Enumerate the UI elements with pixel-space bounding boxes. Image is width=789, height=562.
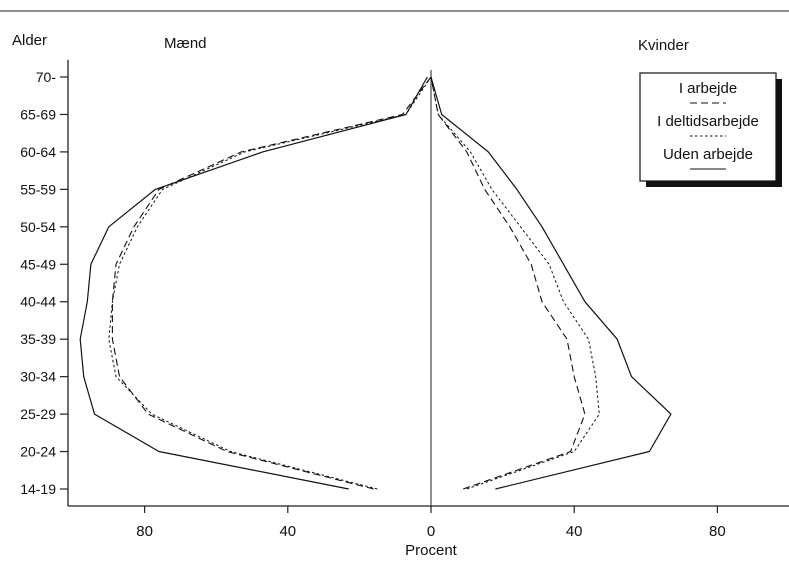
legend-box [639,72,777,182]
y-tick-label: 20-24 [20,444,56,460]
x-tick-label: 40 [279,523,296,540]
x-tick-label: 80 [136,523,153,540]
i-arbejde-men-line [111,76,432,490]
legend: I arbejde I deltidsarbejde Uden arbejde [639,72,782,187]
women-label: Kvinder [638,37,689,54]
x-tick-label: 0 [427,523,435,540]
y-axis-title: Alder [12,32,47,49]
series-lines [79,76,672,490]
y-tick-label: 55-59 [20,181,56,197]
legend-label-uden-arbejde: Uden arbejde [663,146,753,163]
x-tick-label: 40 [566,523,583,540]
legend-items: I arbejde I deltidsarbejde Uden arbejde [657,80,759,170]
x-axis-ticks: 80 40 0 40 80 [136,506,726,540]
i-arbejde-women-line [430,76,586,490]
uden-arbejde-women-line [430,76,672,490]
legend-label-i-deltidsarbejde: I deltidsarbejde [657,113,759,130]
y-tick-label: 65-69 [20,106,56,122]
y-tick-label: 40-44 [20,294,56,310]
x-axis-title: Procent [405,542,458,559]
y-axis-ticks: 14-19 20-24 25-29 30-34 35-39 40-44 45-49 50-54… [20,69,68,497]
y-tick-label: 35-39 [20,331,56,347]
y-tick-label: 70- [36,69,57,85]
y-tick-label: 25-29 [20,406,56,422]
y-tick-label: 30-34 [20,369,56,385]
i-deltidsarbejde-women-line [430,76,600,490]
men-label: Mænd [164,35,207,52]
y-tick-label: 60-64 [20,144,56,160]
x-tick-label: 80 [709,523,726,540]
y-tick-label: 45-49 [20,256,56,272]
y-tick-label: 14-19 [20,481,56,497]
legend-label-i-arbejde: I arbejde [679,80,737,97]
y-tick-label: 50-54 [20,219,56,235]
uden-arbejde-men-line [79,76,428,490]
i-deltidsarbejde-men-line [108,76,432,490]
